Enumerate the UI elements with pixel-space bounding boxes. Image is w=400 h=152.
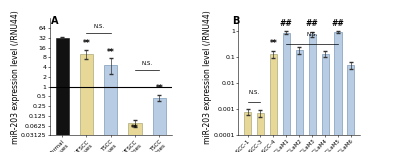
Text: **: ** (131, 124, 139, 133)
Bar (128, 123, 142, 152)
Text: **: ** (83, 39, 90, 48)
Bar (257, 113, 264, 152)
Bar (80, 54, 93, 152)
Y-axis label: miR-203 expression level (/RNU44): miR-203 expression level (/RNU44) (11, 10, 20, 144)
Text: N.S.: N.S. (306, 31, 318, 36)
Bar (334, 32, 342, 152)
Text: B: B (232, 16, 239, 26)
Text: A: A (51, 16, 59, 26)
Text: **: ** (107, 48, 115, 57)
Bar (153, 98, 166, 152)
Text: ##: ## (332, 19, 344, 28)
Bar (244, 112, 251, 152)
Bar (104, 65, 118, 152)
Text: **: ** (270, 39, 277, 48)
Text: ##: ## (306, 19, 318, 28)
Bar (283, 33, 290, 152)
Bar (308, 34, 316, 152)
Bar (347, 65, 354, 152)
Text: ##: ## (280, 19, 293, 28)
Bar (56, 38, 69, 152)
Bar (322, 54, 329, 152)
Bar (270, 54, 277, 152)
Text: **: ** (156, 84, 163, 93)
Text: N.S.: N.S. (142, 61, 153, 66)
Y-axis label: miR-203 expression level (/RNU44): miR-203 expression level (/RNU44) (203, 10, 212, 144)
Bar (296, 50, 303, 152)
Text: N.S.: N.S. (248, 90, 260, 95)
Text: N.S.: N.S. (93, 24, 104, 29)
